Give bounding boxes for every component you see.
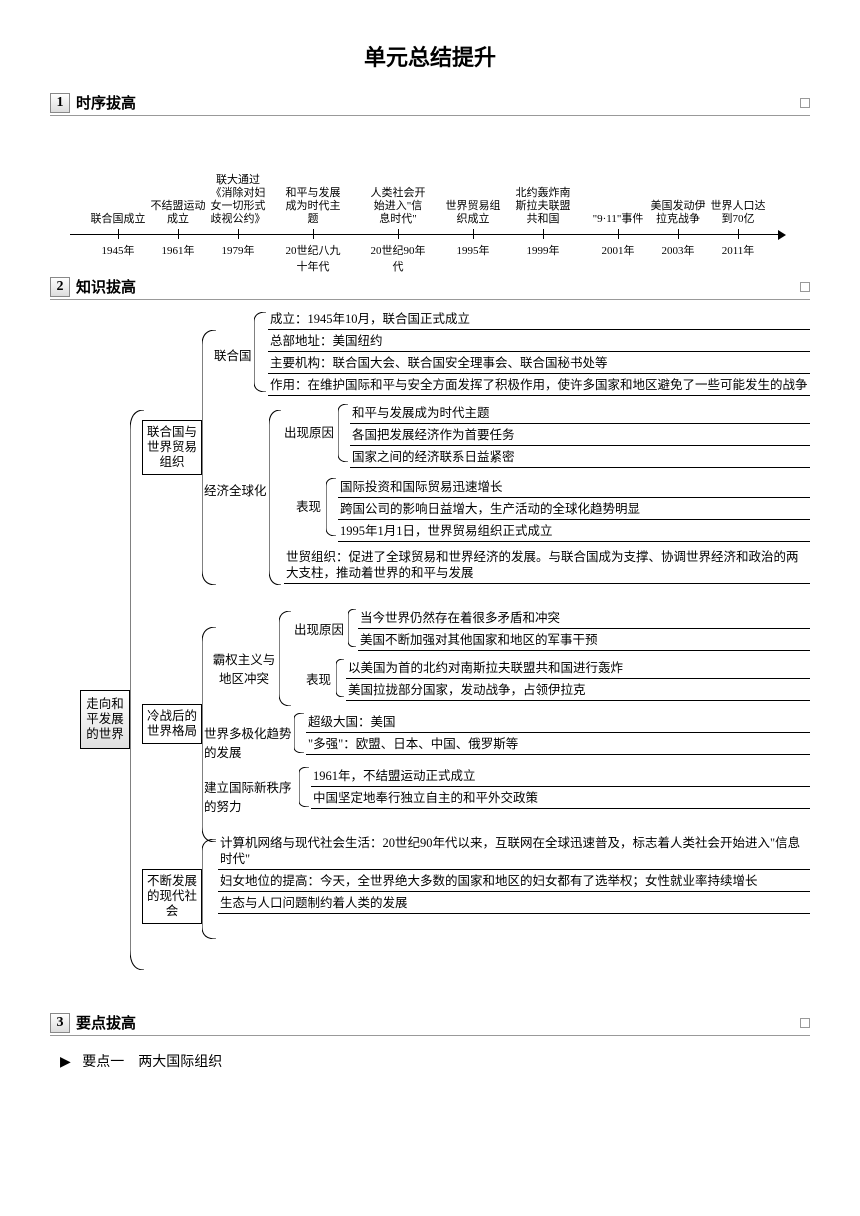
keypoint-1: ▶ 要点一 两大国际组织 [60,1051,810,1071]
hegem-cause-label: 出现原因 [294,619,344,638]
leaf: 1995年1月1日，世界贸易组织正式成立 [338,522,810,542]
leaf: 美国拉拢部分国家，发动战争，占领伊拉克 [346,681,810,701]
glob-label: 经济全球化 [204,480,267,499]
timeline-event: "9·11"事件 [590,126,646,226]
page-title: 单元总结提升 [50,40,810,72]
root-node: 走向和平发展的世界 [80,690,130,749]
leaf: 成立：1945年10月，联合国正式成立 [268,310,810,330]
branch1-node: 联合国与世界贸易组织 [142,420,202,475]
triangle-icon: ▶ [60,1054,71,1071]
leaf: 各国把发展经济作为首要任务 [350,426,810,446]
timeline-event: 人类社会开始进入"信息时代" [370,126,426,226]
leaf: 以美国为首的北约对南斯拉夫联盟共和国进行轰炸 [346,659,810,679]
timeline: 联合国成立 1945年不结盟运动成立 1961年联大通过《消除对妇女一切形式歧视公约… [70,126,790,261]
timeline-event: 联大通过《消除对妇女一切形式歧视公约》 [210,126,266,226]
keypoint-text: 要点一 两大国际组织 [82,1055,222,1070]
section-1-header: 1 时序拔高 [50,92,810,116]
timeline-year: 20世纪90年代 [370,242,426,274]
timeline-year: 2011年 [710,242,766,258]
timeline-event: 北约轰炸南斯拉夫联盟共和国 [515,126,571,226]
timeline-event: 世界贸易组织成立 [445,126,501,226]
order-label: 建立国际新秩序的努力 [204,777,299,815]
perf-label: 表现 [296,496,321,515]
section-title-3: 要点拔高 [76,1012,136,1033]
timeline-year: 1961年 [150,242,206,258]
leaf: 超级大国：美国 [306,713,810,733]
section-2-header: 2 知识拔高 [50,276,810,300]
section-3-header: 3 要点拔高 [50,1012,810,1036]
leaf: 生态与人口问题制约着人类的发展 [218,894,810,914]
timeline-year: 2001年 [590,242,646,258]
timeline-event: 不结盟运动成立 [150,126,206,226]
leaf: 计算机网络与现代社会生活：20世纪90年代以来，互联网在全球迅速普及，标志着人类… [218,834,810,870]
leaf: 总部地址：美国纽约 [268,332,810,352]
leaf: "多强"：欧盟、日本、中国、俄罗斯等 [306,735,810,755]
multi-label: 世界多极化趋势的发展 [204,723,294,761]
timeline-event: 美国发动伊拉克战争 [650,126,706,226]
timeline-year: 1979年 [210,242,266,258]
leaf: 美国不断加强对其他国家和地区的军事干预 [358,631,810,651]
timeline-year: 20世纪八九十年代 [285,242,341,274]
timeline-year: 2003年 [650,242,706,258]
timeline-event: 联合国成立 [90,126,146,226]
section-num-2: 2 [50,277,70,297]
leaf: 当今世界仍然存在着很多矛盾和冲突 [358,609,810,629]
leaf: 跨国公司的影响日益增大，生产活动的全球化趋势明显 [338,500,810,520]
timeline-event: 和平与发展成为时代主题 [285,126,341,226]
knowledge-tree: 走向和平发展的世界 联合国与世界贸易组织 联合国 成立：1945年10月，联合国… [80,310,810,1000]
timeline-year: 1945年 [90,242,146,258]
section-end-2 [800,282,810,292]
section-end-3 [800,1018,810,1028]
branch3-node: 不断发展的现代社会 [142,869,202,924]
un-label: 联合国 [214,345,252,364]
leaf: 作用：在维护国际和平与安全方面发挥了积极作用，使许多国家和地区避免了一些可能发生… [268,376,810,396]
cause-label: 出现原因 [284,422,334,441]
section-title-1: 时序拔高 [76,92,136,113]
section-title-2: 知识拔高 [76,276,136,297]
leaf: 1961年，不结盟运动正式成立 [311,767,810,787]
section-end-1 [800,98,810,108]
hegem-label: 霸权主义与地区冲突 [209,649,279,687]
section-num-1: 1 [50,93,70,113]
leaf: 主要机构：联合国大会、联合国安全理事会、联合国秘书处等 [268,354,810,374]
leaf: 和平与发展成为时代主题 [350,404,810,424]
timeline-year: 1999年 [515,242,571,258]
wto-leaf: 世贸组织：促进了全球贸易和世界经济的发展。与联合国成为支撑、协调世界经济和政治的… [284,548,810,584]
leaf: 中国坚定地奉行独立自主的和平外交政策 [311,789,810,809]
branch2-node: 冷战后的世界格局 [142,704,202,744]
hegem-perf-label: 表现 [306,669,331,688]
leaf: 国际投资和国际贸易迅速增长 [338,478,810,498]
timeline-event: 世界人口达到70亿 [710,126,766,226]
timeline-year: 1995年 [445,242,501,258]
leaf: 妇女地位的提高：今天，全世界绝大多数的国家和地区的妇女都有了选举权；女性就业率持… [218,872,810,892]
leaf: 国家之间的经济联系日益紧密 [350,448,810,468]
section-num-3: 3 [50,1013,70,1033]
